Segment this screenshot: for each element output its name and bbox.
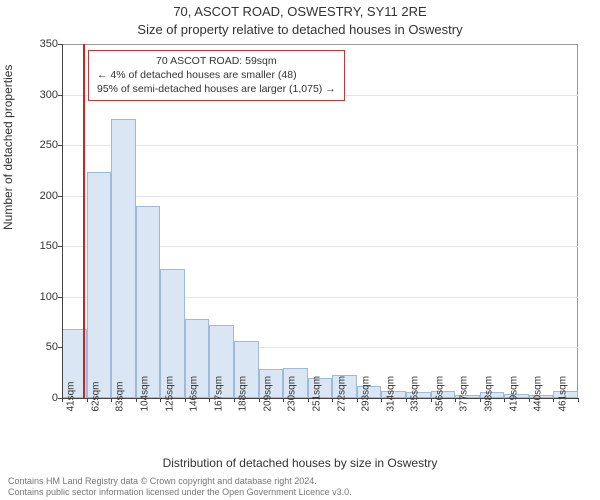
- y-tick-label: 300: [24, 89, 58, 101]
- y-axis-line: [62, 44, 63, 398]
- y-tick-mark: [58, 44, 62, 45]
- x-tick-mark: [455, 398, 456, 402]
- x-tick-mark: [504, 398, 505, 402]
- histogram-bar: [136, 206, 161, 398]
- footer-line-1: Contains HM Land Registry data © Crown c…: [8, 476, 317, 486]
- y-tick-mark: [58, 196, 62, 197]
- x-tick-mark: [406, 398, 407, 402]
- annotation-line-2: ← 4% of detached houses are smaller (48): [97, 68, 336, 82]
- x-tick-mark: [234, 398, 235, 402]
- x-tick-mark: [62, 398, 63, 402]
- gridline: [62, 196, 578, 197]
- gridline: [62, 145, 578, 146]
- y-tick-mark: [58, 95, 62, 96]
- x-tick-mark: [185, 398, 186, 402]
- y-tick-label: 350: [24, 38, 58, 50]
- x-tick-mark: [87, 398, 88, 402]
- annotation-box: 70 ASCOT ROAD: 59sqm ← 4% of detached ho…: [88, 50, 345, 101]
- x-tick-mark: [308, 398, 309, 402]
- x-axis-label: Distribution of detached houses by size …: [0, 456, 600, 470]
- y-tick-label: 0: [24, 392, 58, 404]
- chart-title-subtitle: Size of property relative to detached ho…: [0, 22, 600, 37]
- x-tick-mark: [332, 398, 333, 402]
- x-tick-mark: [160, 398, 161, 402]
- y-tick-label: 50: [24, 341, 58, 353]
- x-tick-mark: [553, 398, 554, 402]
- x-tick-mark: [111, 398, 112, 402]
- y-tick-label: 150: [24, 240, 58, 252]
- x-tick-mark: [431, 398, 432, 402]
- y-tick-mark: [58, 145, 62, 146]
- y-tick-mark: [58, 297, 62, 298]
- x-tick-mark: [283, 398, 284, 402]
- x-tick-mark: [357, 398, 358, 402]
- y-axis-label: Number of detached properties: [1, 65, 15, 230]
- y-tick-mark: [58, 246, 62, 247]
- property-marker-line: [83, 44, 85, 398]
- annotation-line-3: 95% of semi-detached houses are larger (…: [97, 82, 336, 96]
- x-tick-mark: [578, 398, 579, 402]
- chart-title-address: 70, ASCOT ROAD, OSWESTRY, SY11 2RE: [0, 4, 600, 19]
- y-tick-label: 200: [24, 190, 58, 202]
- footer-attribution: Contains HM Land Registry data © Crown c…: [8, 476, 352, 499]
- annotation-line-1: 70 ASCOT ROAD: 59sqm: [97, 54, 336, 68]
- x-tick-mark: [381, 398, 382, 402]
- y-tick-mark: [58, 347, 62, 348]
- histogram-bar: [87, 172, 112, 398]
- y-tick-label: 100: [24, 291, 58, 303]
- x-tick-mark: [480, 398, 481, 402]
- x-tick-mark: [259, 398, 260, 402]
- x-tick-mark: [529, 398, 530, 402]
- chart-container: 70, ASCOT ROAD, OSWESTRY, SY11 2RE Size …: [0, 0, 600, 500]
- y-tick-label: 250: [24, 139, 58, 151]
- footer-line-2: Contains public sector information licen…: [8, 487, 352, 497]
- histogram-bar: [111, 119, 136, 398]
- x-tick-mark: [209, 398, 210, 402]
- x-tick-mark: [136, 398, 137, 402]
